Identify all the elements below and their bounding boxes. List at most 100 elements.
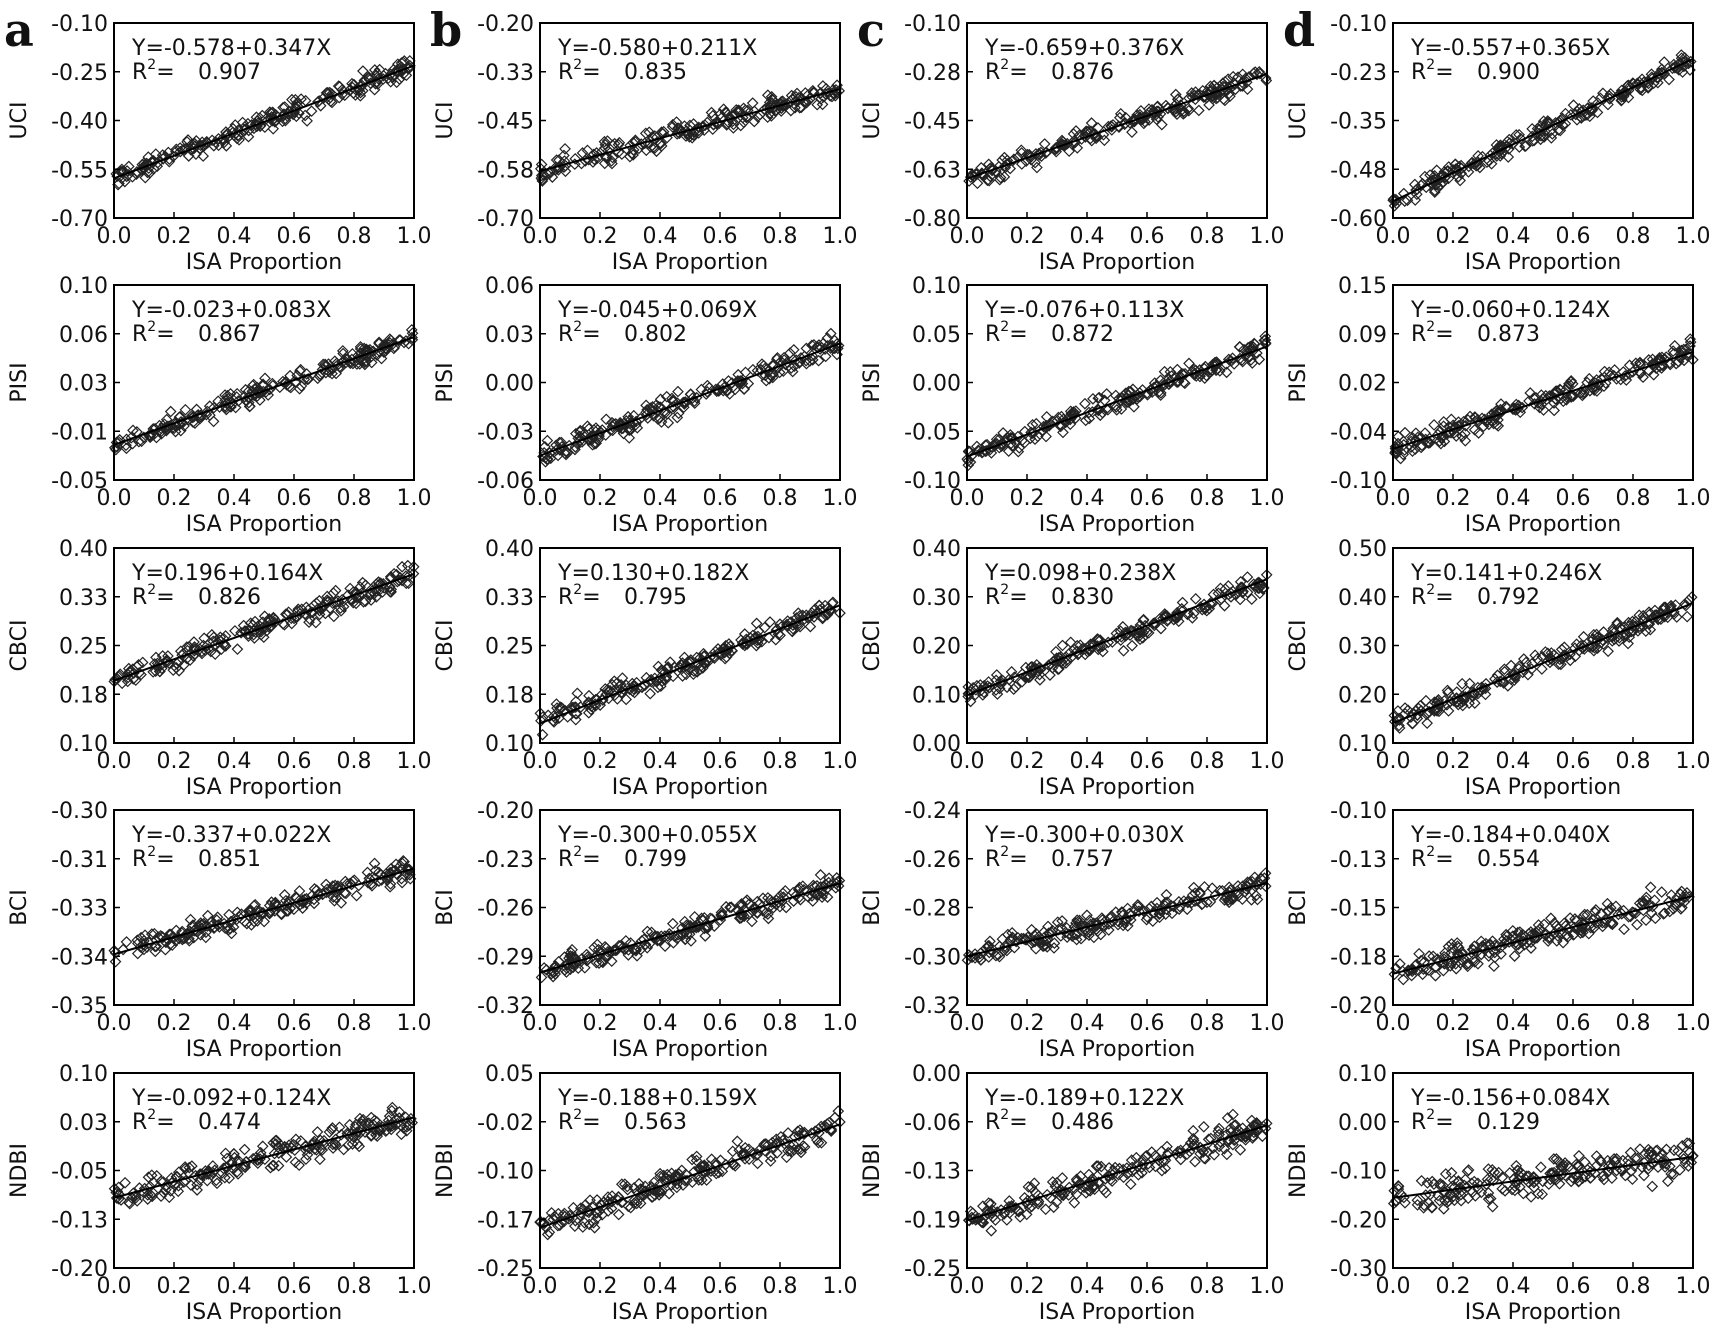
data-point: [1087, 393, 1099, 405]
data-point: [1143, 902, 1156, 915]
data-point: [123, 1196, 135, 1209]
x-tick-label: 1.0: [397, 1011, 432, 1036]
r-squared-value: 0.802: [624, 322, 687, 347]
data-point: [402, 337, 415, 350]
y-tick-label: -0.45: [904, 110, 961, 135]
y-tick-label: -0.33: [477, 61, 534, 86]
fit-line-b-cbci: [539, 604, 841, 725]
data-point: [819, 350, 832, 363]
data-point: [1640, 894, 1652, 907]
data-point: [1623, 620, 1635, 632]
x-tick-label: 0.8: [763, 486, 798, 511]
data-point: [313, 370, 326, 382]
data-point: [109, 947, 122, 959]
data-point: [1056, 639, 1069, 652]
data-point: [656, 1184, 668, 1197]
data-point: [661, 1168, 674, 1181]
data-point: [733, 912, 746, 925]
regression-equation: Y=-0.189+0.122X: [984, 1086, 1184, 1111]
data-point: [686, 1153, 698, 1166]
data-point: [1198, 881, 1211, 893]
data-point: [763, 631, 775, 644]
data-point: [1198, 1152, 1210, 1165]
data-point: [323, 366, 336, 378]
data-point: [1586, 634, 1599, 646]
data-point: [655, 137, 667, 150]
data-point: [1213, 884, 1226, 897]
data-point: [990, 674, 1002, 687]
data-point: [1007, 683, 1020, 696]
r-squared-label: R2=: [985, 1107, 1028, 1135]
data-point: [675, 658, 687, 671]
data-point: [1489, 673, 1501, 685]
data-point: [327, 891, 340, 903]
r-squared-label: R2=: [985, 319, 1028, 347]
data-point: [1552, 922, 1565, 935]
x-tick-label: 0.4: [1070, 749, 1105, 774]
x-tick-label: 0.8: [1616, 749, 1651, 774]
y-tick-label: -0.24: [904, 799, 961, 824]
data-point: [1117, 620, 1129, 633]
data-point: [1003, 1195, 1016, 1207]
x-tick-label: 1.0: [1676, 486, 1711, 511]
data-point: [1658, 353, 1671, 365]
data-point: [1452, 419, 1465, 432]
y-tick-label: 0.10: [59, 732, 108, 757]
data-point: [781, 618, 793, 631]
data-point: [1079, 648, 1092, 661]
data-point: [1100, 388, 1113, 400]
data-point: [1032, 1189, 1045, 1202]
x-tick-label: 0.0: [523, 1011, 558, 1036]
y-tick-label: 0.40: [59, 537, 108, 562]
data-point: [356, 84, 369, 97]
data-point: [1198, 372, 1211, 385]
data-point: [1555, 658, 1567, 671]
data-point: [653, 1185, 665, 1198]
data-point: [1551, 930, 1564, 942]
data-point: [1438, 435, 1451, 448]
data-point: [1126, 639, 1138, 652]
data-point: [1209, 889, 1222, 901]
x-tick-label: 0.6: [277, 224, 312, 249]
data-point: [189, 140, 201, 152]
y-tick-label: -0.03: [477, 420, 534, 445]
data-point: [356, 354, 368, 367]
data-point: [163, 155, 176, 168]
data-point: [1564, 654, 1577, 667]
data-point: [1554, 124, 1567, 137]
data-point: [996, 933, 1009, 945]
data-point: [1488, 960, 1500, 973]
data-point: [1240, 880, 1252, 892]
x-tick-label: 0.2: [1010, 1274, 1045, 1299]
x-tick-label: 0.8: [1190, 1011, 1225, 1036]
data-point: [688, 1165, 701, 1178]
data-point: [659, 407, 671, 420]
data-point: [1428, 184, 1441, 197]
y-tick-label: -0.45: [477, 110, 534, 135]
data-point: [1528, 134, 1541, 147]
data-point: [1445, 413, 1458, 426]
data-point: [259, 372, 271, 385]
data-point: [1634, 356, 1646, 369]
data-point: [1030, 148, 1042, 160]
data-point: [356, 1115, 369, 1128]
data-point: [1234, 1144, 1247, 1156]
data-point: [219, 389, 231, 401]
data-point: [1577, 910, 1590, 922]
data-point: [1132, 899, 1144, 911]
data-point: [1603, 366, 1616, 379]
fit-line-d-pisi: [1392, 351, 1694, 450]
y-tick-label: -0.10: [904, 469, 961, 494]
y-tick-label: 0.02: [1338, 372, 1387, 397]
data-point: [1562, 930, 1575, 943]
x-tick-label: 0.8: [1616, 1011, 1651, 1036]
data-point: [1068, 1196, 1081, 1209]
x-tick-label: 0.8: [337, 1274, 372, 1299]
data-point: [791, 87, 803, 100]
data-point: [1195, 898, 1208, 911]
x-tick-label: 0.6: [1130, 224, 1165, 249]
data-point: [395, 872, 408, 885]
data-point: [1044, 669, 1056, 681]
data-point: [1125, 1154, 1138, 1167]
data-point: [1513, 660, 1526, 673]
